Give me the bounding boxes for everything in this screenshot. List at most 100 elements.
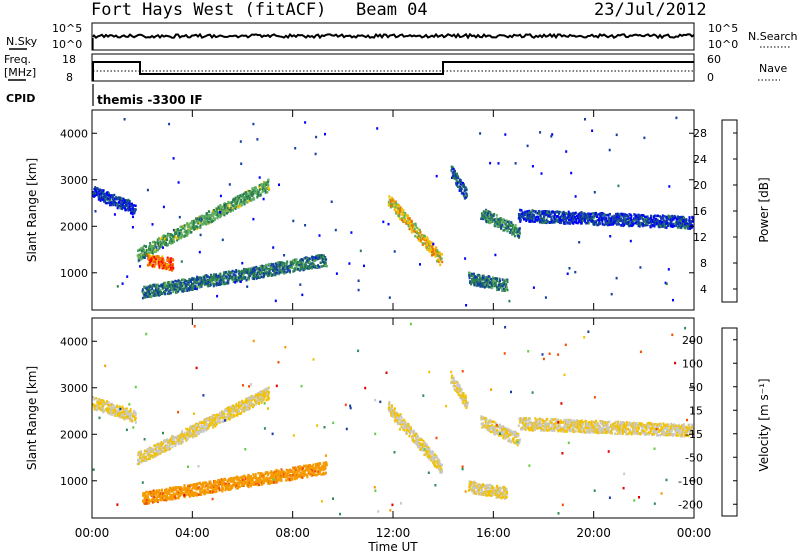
echo-cell <box>138 460 141 463</box>
echo-cell <box>292 270 295 273</box>
echo-cell <box>405 213 408 217</box>
echo-cell <box>233 409 236 413</box>
echo-cell <box>153 499 156 502</box>
echo-cell <box>511 223 514 227</box>
echo-cell <box>549 221 551 224</box>
echo-cell <box>238 276 240 280</box>
echo-cell <box>675 217 678 221</box>
echo-cell <box>152 250 155 253</box>
echo-cell <box>112 203 115 207</box>
echo-cell <box>615 215 618 219</box>
echo-cell <box>153 240 156 244</box>
echo-cell <box>684 226 687 230</box>
echo-cell <box>117 204 120 208</box>
echo-cell <box>620 223 623 227</box>
echo-cell <box>129 414 132 417</box>
echo-cell <box>685 224 688 227</box>
echo-cell <box>187 225 190 229</box>
echo-cell <box>492 214 495 217</box>
echo-cell <box>118 412 121 415</box>
echo-cell <box>393 204 396 208</box>
echo-cell <box>606 220 609 223</box>
echo-cell <box>205 213 208 217</box>
echo-cell <box>226 407 229 410</box>
echo-cell <box>646 218 649 221</box>
echo-cell <box>134 208 137 211</box>
echo-cell <box>191 288 194 291</box>
echo-cell <box>652 216 655 219</box>
echo-cell <box>434 255 437 258</box>
echo-cell <box>238 272 241 276</box>
echo-cell <box>231 415 234 418</box>
echo-cell <box>221 208 224 212</box>
echo-cell <box>304 121 307 124</box>
echo-cell <box>673 214 676 218</box>
echo-cell <box>157 499 160 502</box>
echo-cell <box>236 195 239 198</box>
echo-cell <box>534 210 537 213</box>
echo-cell <box>641 222 643 225</box>
echo-cell <box>201 427 204 430</box>
echo-cell <box>231 207 234 210</box>
echo-cell <box>471 277 473 281</box>
echo-cell <box>277 263 280 266</box>
echo-cell <box>620 219 623 223</box>
echo-cell <box>505 287 508 291</box>
echo-cell <box>177 442 180 445</box>
echo-cell <box>156 238 159 241</box>
echo-cell <box>126 414 128 418</box>
echo-cell <box>206 427 209 430</box>
echo-cell <box>672 298 674 302</box>
echo-cell <box>242 193 245 197</box>
echo-cell <box>451 167 454 171</box>
echo-cell <box>663 215 666 218</box>
echo-cell <box>149 285 152 288</box>
echo-cell <box>253 404 256 407</box>
echo-cell <box>122 408 125 411</box>
echo-cell <box>548 212 550 216</box>
colorbar-tick-label: 4 <box>700 283 707 296</box>
echo-cell <box>256 188 259 192</box>
echo-cell <box>130 211 132 215</box>
echo-cell <box>267 274 269 278</box>
echo-cell <box>482 283 485 287</box>
echo-cell <box>591 129 594 132</box>
echo-cell <box>262 197 265 201</box>
echo-cell <box>262 187 264 190</box>
echo-cell <box>102 195 105 198</box>
echo-cell <box>168 292 171 296</box>
echo-cell <box>103 403 106 406</box>
echo-cell <box>451 176 453 179</box>
echo-cell <box>512 229 514 232</box>
freq-tick-top: 18 <box>62 53 76 66</box>
echo-cell <box>120 200 123 203</box>
echo-cell <box>101 399 104 402</box>
echo-cell <box>666 221 669 224</box>
echo-cell <box>484 282 487 286</box>
echo-cell <box>219 211 221 214</box>
echo-cell <box>615 223 618 226</box>
echo-cell <box>691 216 694 219</box>
echo-cell <box>239 407 242 411</box>
echo-cell <box>556 220 559 223</box>
echo-cell <box>273 265 276 268</box>
echo-cell <box>181 430 184 433</box>
echo-cell <box>496 287 499 291</box>
echo-cell <box>229 412 232 415</box>
echo-cell <box>540 210 543 213</box>
echo-cell <box>177 181 180 184</box>
echo-cell <box>591 217 594 221</box>
echo-cell <box>155 283 158 287</box>
echo-cell <box>664 281 667 285</box>
echo-cell <box>676 222 678 226</box>
echo-cell <box>122 201 125 204</box>
echo-cell <box>147 261 150 265</box>
echo-cell <box>129 208 132 211</box>
echo-cell <box>389 201 392 205</box>
echo-cell <box>525 219 528 222</box>
echo-cell <box>141 257 144 260</box>
echo-cell <box>238 270 241 273</box>
echo-cell <box>237 403 240 407</box>
echo-cell <box>229 415 232 418</box>
echo-cell <box>145 500 148 504</box>
